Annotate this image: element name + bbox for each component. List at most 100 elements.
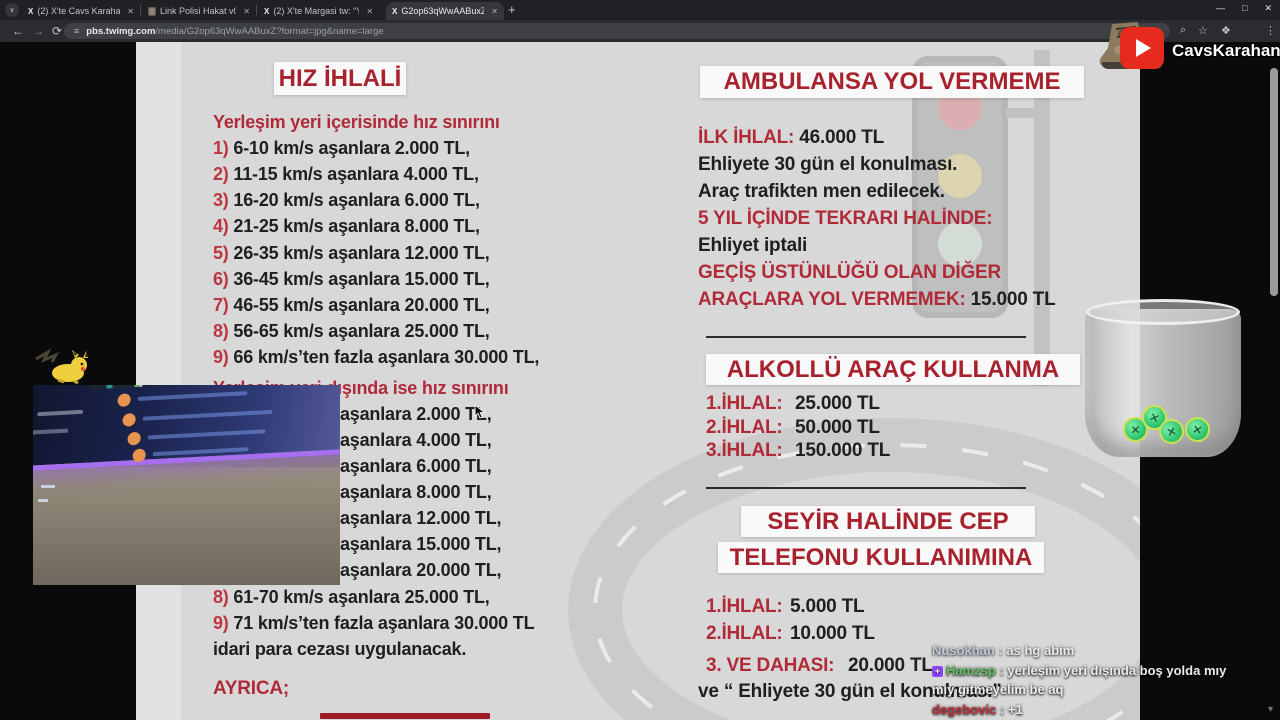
site-info-icon[interactable]: ≡ [74,26,80,36]
tab-close-icon[interactable]: ✕ [127,6,134,16]
window-minimize-button[interactable]: — [1216,3,1226,13]
glass-rim [1086,299,1240,325]
streamer-name: CavsKarahanli [1172,41,1280,60]
tab-search-button[interactable]: ∨ [5,3,19,17]
url-path: /media/G2op63qWwAABuxZ?format=jpg&name=l… [155,25,384,37]
cropped-red-text [320,713,490,719]
speed-item: 8) 56-65 km/s aşanlara 25.000 TL, [213,321,490,341]
speed-item-partial: aşanlara 8.000 TL, [340,482,492,502]
tab-close-icon[interactable]: ✕ [243,6,250,16]
tab-close-icon[interactable]: ✕ [366,6,374,16]
ambulance-line: ARAÇLARA YOL VERMEMEK: 15.000 TL [698,289,1056,310]
scrollbar-thumb[interactable] [1270,68,1278,296]
new-tab-button[interactable]: + [508,2,516,17]
phone-dahasi-label: 3. VE DAHASI: [706,655,835,676]
yellow-light [938,154,982,198]
tab-title: (2) X'te Margasi tw: “Yeni trafik [273,6,360,16]
alcohol-value: 25.000 TL [795,393,880,414]
speed-item-partial: aşanlara 6.000 TL, [340,456,492,476]
section-divider [706,336,1026,338]
chevron-down-icon: ∨ [9,7,15,14]
speed-item: 9) 66 km/s’ten fazla aşanlara 30.000 TL, [213,347,540,367]
ambulance-line: GEÇİŞ ÜSTÜNLÜĞÜ OLAN DİĞER [698,262,1002,283]
chat-username: Nusokhan [932,643,995,658]
speed-item: 5) 26-35 km/s aşanlara 12.000 TL, [213,243,490,263]
speed-item: 1) 6-10 km/s aşanlara 2.000 TL, [213,138,470,158]
video-pip-overlay [33,385,340,585]
phone-label: 2.İHLAL: [706,623,783,644]
chat-message: + Hamzsp : yerleşim yeri dışında boş yold… [932,663,1227,697]
alcohol-title-box: ALKOLLÜ ARAÇ KULLANMA [706,354,1080,385]
speed-item: 2) 11-15 km/s aşanlara 4.000 TL, [213,164,479,184]
mouse-cursor [474,404,486,419]
speed-title-box: HIZ İHLALİ [274,62,406,95]
youtube-logo-icon [1120,27,1164,69]
page-background: HIZ İHLALİ Yerleşim yeri içerisinde hız … [0,42,1280,720]
phone-footer: ve “ Ehliyete 30 gün el konulması” [698,681,1002,702]
glass-cup-overlay: ✕ ✕ ✕ ✕ [1085,299,1241,459]
tab-title: Link Polisi Hakat v0.8 [159,6,237,16]
streamer-overlay: CavsKarahanli [1092,20,1280,72]
ayrica-label: AYRICA; [213,678,290,699]
x-favicon: X [392,6,398,16]
tab-close-icon[interactable]: ✕ [491,6,498,16]
url-host: pbs.twimg.com [86,25,156,37]
chat-username: degebovic [932,702,997,717]
alcohol-value: 150.000 TL [795,440,891,461]
tab-4-active[interactable]: X G2op63qWwAABuxZ (1001×10 ✕ [386,2,504,20]
pikachu-sprite [35,348,88,385]
speed-item-partial: aşanlara 15.000 TL, [340,534,502,554]
bookmark-star-icon[interactable]: ☆ [1198,25,1208,37]
speed-city-header: Yerleşim yeri içerisinde hız sınırını [213,112,500,132]
alcohol-value: 50.000 TL [795,417,880,438]
speed-item: 8) 61-70 km/s aşanlara 25.000 TL, [213,587,490,607]
tilted-monitor [33,385,340,472]
desk-surface [33,467,340,585]
zoom-indicator-icon[interactable]: ⌕ [1180,24,1187,36]
forward-icon[interactable]: → [32,24,44,38]
section-divider [706,487,1026,489]
green-light [938,222,982,266]
tab-title: (2) X'te Cavs Karahanlı m: “Serd [37,6,121,16]
ambulance-line: İLK İHLAL: 46.000 TL [698,127,885,148]
window-close-button[interactable]: ✕ [1264,3,1272,13]
menu-icon[interactable]: ⋮ [1265,25,1276,37]
moderator-badge-icon: + [932,666,943,677]
x-favicon: X [264,6,270,16]
speed-item: 4) 21-25 km/s aşanlara 8.000 TL, [213,216,480,236]
road-graphic [568,418,1140,720]
tab-separator [256,5,257,15]
speed-item: 3) 16-20 km/s aşanlara 6.000 TL, [213,190,480,210]
phone-label: 1.İHLAL: [706,596,783,617]
speed-item-partial: aşanlara 2.000 TL, [340,404,492,424]
tab-bar: ∨ X (2) X'te Cavs Karahanlı m: “Serd ✕ L… [0,0,1280,20]
tab-2[interactable]: Link Polisi Hakat v0.8 ✕ [142,2,256,20]
phone-value: 5.000 TL [790,596,865,617]
ambulance-line: 5 YIL İÇİNDE TEKRARI HALİNDE: [698,208,993,229]
traffic-fines-image: HIZ İHLALİ Yerleşim yeri içerisinde hız … [136,42,1140,720]
scrollbar-down-arrow[interactable]: ▾ [1268,704,1274,715]
phone-title-box-1: SEYİR HALİNDE CEP [741,506,1035,537]
extensions-icon[interactable]: ❖ [1221,25,1231,37]
ambulance-line: Araç trafikten men edilecek. [698,181,945,202]
chat-username: Hamzsp [946,663,996,678]
speed-footer: idari para cezası uygulanacak. [213,639,467,659]
tab-3[interactable]: X (2) X'te Margasi tw: “Yeni trafik ✕ [258,2,384,20]
speed-item-partial: aşanlara 20.000 TL, [340,560,502,580]
speed-item-partial: aşanlara 4.000 TL, [340,430,492,450]
chat-message: Nusokhan : as hg abim [932,643,1075,658]
link-favicon [148,6,156,16]
address-bar[interactable]: ≡ pbs.twimg.com/media/G2op63qWwAABuxZ?fo… [64,23,1170,39]
window-maximize-button[interactable]: □ [1242,3,1248,13]
alcohol-label: 3.İHLAL: [706,440,783,461]
alcohol-label: 2.İHLAL: [706,417,783,438]
ambulance-line: Ehliyete 30 gün el konulması. [698,154,958,175]
speed-item: 9) 71 km/s’ten fazla aşanlara 30.000 TL [213,613,535,633]
tab-1[interactable]: X (2) X'te Cavs Karahanlı m: “Serd ✕ [22,2,140,20]
phone-dahasi-value: 20.000 TL [848,655,933,676]
reload-icon[interactable]: ⟳ [52,24,63,38]
phone-title-box-2: TELEFONU KULLANIMINA [718,542,1044,573]
back-icon[interactable]: ← [12,24,24,38]
phone-value: 10.000 TL [790,623,875,644]
